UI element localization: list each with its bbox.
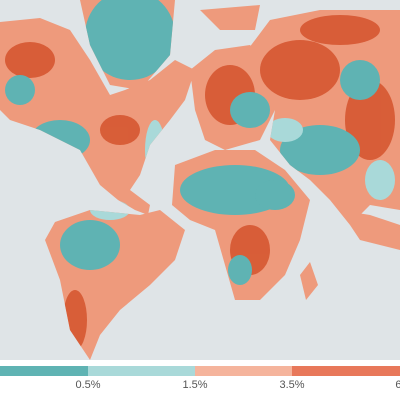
legend: %0.5%1.5%3.5%6. bbox=[0, 366, 400, 391]
legend-label: 3.5% bbox=[279, 379, 304, 391]
land bbox=[0, 0, 400, 360]
legend-label: 1.5% bbox=[182, 379, 207, 391]
legend-swatch bbox=[292, 366, 400, 376]
legend-swatch bbox=[88, 366, 195, 376]
legend-swatch bbox=[195, 366, 292, 376]
legend-label: 6. bbox=[395, 379, 400, 391]
legend-label: 0.5% bbox=[75, 379, 100, 391]
legend-swatch bbox=[0, 366, 88, 376]
